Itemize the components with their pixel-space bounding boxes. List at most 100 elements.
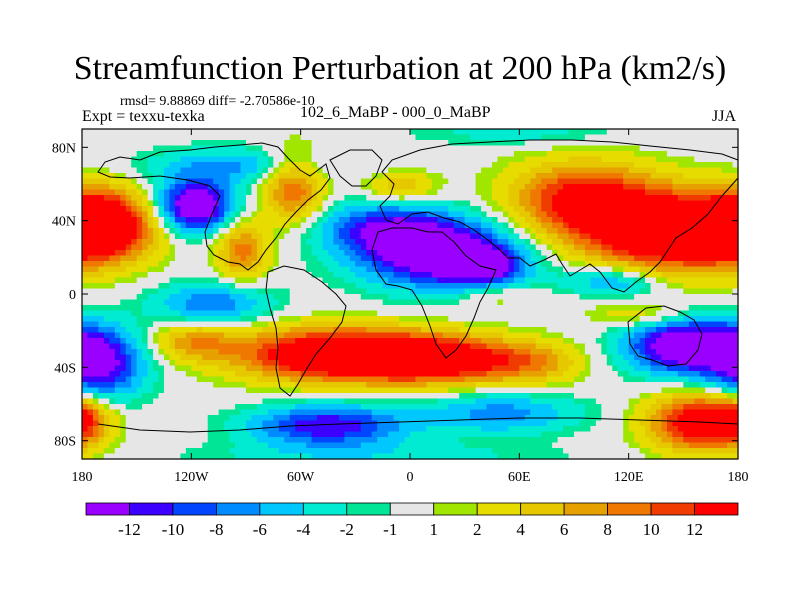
field-cell: [349, 327, 356, 334]
field-cell: [125, 129, 132, 136]
field-cell: [437, 244, 444, 251]
field-cell: [694, 244, 701, 251]
field-cell: [235, 233, 242, 240]
field-cell: [656, 151, 663, 158]
field-cell: [727, 338, 734, 345]
field-cell: [410, 167, 417, 174]
field-cell: [481, 151, 488, 158]
field-cell: [716, 206, 723, 213]
field-cell: [568, 277, 575, 284]
field-cell: [563, 228, 570, 235]
field-cell: [393, 338, 400, 345]
field-cell: [377, 145, 384, 152]
field-cell: [694, 162, 701, 169]
field-cell: [732, 184, 739, 191]
field-cell: [322, 222, 329, 229]
field-cell: [448, 189, 455, 196]
field-cell: [639, 349, 646, 356]
field-cell: [530, 250, 537, 257]
field-cell: [338, 261, 345, 268]
field-cell: [207, 134, 214, 141]
field-cell: [453, 162, 460, 169]
field-cell: [153, 162, 160, 169]
field-cell: [246, 354, 253, 361]
field-cell: [213, 244, 220, 251]
field-cell: [393, 145, 400, 152]
field-cell: [322, 349, 329, 356]
field-cell: [202, 250, 209, 257]
field-cell: [574, 173, 581, 180]
field-cell: [246, 327, 253, 334]
field-cell: [382, 288, 389, 295]
field-cell: [355, 129, 362, 136]
field-cell: [497, 217, 504, 224]
field-cell: [448, 250, 455, 257]
field-cell: [563, 156, 570, 163]
field-cell: [404, 195, 411, 202]
field-cell: [322, 343, 329, 350]
field-cell: [191, 184, 198, 191]
field-cell: [355, 332, 362, 339]
field-cell: [639, 233, 646, 240]
field-cell: [464, 310, 471, 317]
field-cell: [300, 338, 307, 345]
field-cell: [710, 222, 717, 229]
field-cell: [278, 266, 285, 273]
field-cell: [289, 250, 296, 257]
field-cell: [426, 299, 433, 306]
field-cell: [207, 195, 214, 202]
field-cell: [656, 332, 663, 339]
field-cell: [699, 200, 706, 207]
field-cell: [683, 250, 690, 257]
field-cell: [426, 156, 433, 163]
field-cell: [388, 288, 395, 295]
field-cell: [251, 299, 258, 306]
field-cell: [535, 178, 542, 185]
field-cell: [497, 145, 504, 152]
field-cell: [420, 178, 427, 185]
field-cell: [147, 244, 154, 251]
field-cell: [508, 310, 515, 317]
field-cell: [393, 156, 400, 163]
field-cell: [224, 244, 231, 251]
field-cell: [235, 288, 242, 295]
field-cell: [563, 200, 570, 207]
field-cell: [224, 261, 231, 268]
field-cell: [492, 233, 499, 240]
field-cell: [349, 244, 356, 251]
field-cell: [278, 338, 285, 345]
field-cell: [338, 178, 345, 185]
field-cell: [147, 327, 154, 334]
field-cell: [235, 316, 242, 323]
field-cell: [366, 277, 373, 284]
field-cell: [634, 228, 641, 235]
field-cell: [289, 156, 296, 163]
field-cell: [328, 354, 335, 361]
field-cell: [295, 217, 302, 224]
field-cell: [382, 277, 389, 284]
field-cell: [666, 217, 673, 224]
field-cell: [224, 239, 231, 246]
field-cell: [601, 327, 608, 334]
field-cell: [437, 167, 444, 174]
field-cell: [284, 222, 291, 229]
field-cell: [136, 145, 143, 152]
field-cell: [650, 151, 657, 158]
field-cell: [399, 250, 406, 257]
field-cell: [656, 178, 663, 185]
field-cell: [366, 327, 373, 334]
field-cell: [688, 206, 695, 213]
field-cell: [393, 217, 400, 224]
field-cell: [103, 354, 110, 361]
field-cell: [262, 189, 269, 196]
field-cell: [672, 173, 679, 180]
field-cell: [366, 189, 373, 196]
field-cell: [273, 167, 280, 174]
field-cell: [552, 228, 559, 235]
field-cell: [705, 200, 712, 207]
field-cell: [601, 200, 608, 207]
field-cell: [590, 184, 597, 191]
field-cell: [196, 266, 203, 273]
field-cell: [240, 283, 247, 290]
field-cell: [164, 145, 171, 152]
